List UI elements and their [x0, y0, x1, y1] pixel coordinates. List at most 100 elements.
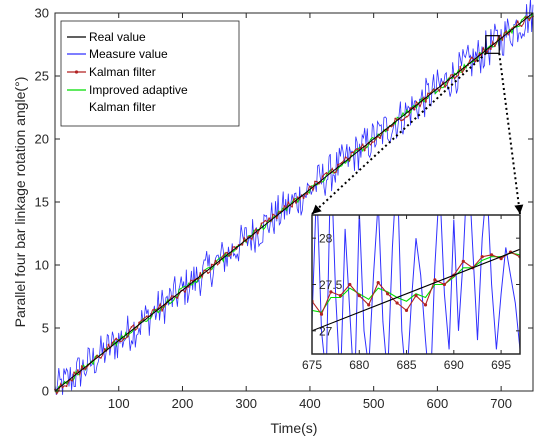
legend-label: Measure value [89, 47, 168, 61]
kalman-point [230, 253, 232, 256]
kalman-point [122, 337, 125, 340]
main-y-ticks: 0 5 10 15 20 25 30 [35, 6, 533, 399]
kalman-point [73, 371, 75, 374]
kalman-point [325, 172, 328, 174]
legend-label: Real value [89, 30, 146, 44]
inset-kalman-point [490, 253, 494, 257]
kalman-point [134, 329, 137, 331]
y-tick-label: 5 [42, 321, 49, 336]
kalman-point [119, 340, 121, 343]
inset-plot: 675 680 685 690 695 27 27.5 28 [302, 214, 521, 372]
inset-x-tick-label: 680 [349, 358, 369, 372]
kalman-point [207, 272, 209, 274]
x-tick-label: 500 [363, 396, 385, 411]
inset-kalman-point [357, 294, 361, 298]
kalman-point [218, 262, 221, 264]
kalman-point [432, 88, 435, 91]
kalman-point [222, 254, 225, 257]
kalman-point [77, 369, 79, 372]
legend-label: Kalman filter [89, 65, 156, 79]
kalman-point [356, 147, 358, 150]
inset-kalman-point [414, 294, 418, 298]
kalman-point [348, 159, 351, 162]
kalman-point [199, 272, 202, 274]
kalman-point [486, 51, 488, 53]
kalman-point [444, 86, 446, 88]
kalman-point [275, 217, 278, 220]
kalman-point [402, 119, 404, 121]
legend-box [60, 20, 240, 127]
kalman-point [65, 385, 68, 388]
kalman-point [371, 141, 374, 143]
y-tick-label: 30 [35, 6, 49, 21]
y-axis-label: Parallel four bar linkage rotation angle… [12, 77, 28, 328]
inset-kalman-point [480, 255, 484, 259]
kalman-point [321, 175, 324, 178]
kalman-point [184, 291, 186, 293]
x-tick-label: 100 [108, 396, 130, 411]
kalman-point [306, 193, 309, 195]
kalman-point [268, 217, 270, 220]
inset-y-tick-label: 27 [319, 324, 333, 338]
inset-kalman-point [386, 292, 390, 296]
inset-x-tick-label: 685 [397, 358, 417, 372]
legend-label: Improved adaptive [89, 83, 188, 97]
inset-y-tick-label: 27.5 [319, 278, 343, 292]
inset-kalman-point [319, 312, 324, 316]
inset-kalman-point [338, 294, 342, 298]
kalman-point [283, 205, 286, 207]
kalman-point [390, 125, 393, 128]
kalman-point [145, 315, 148, 318]
kalman-point [245, 240, 248, 243]
kalman-point [459, 65, 462, 68]
kalman-point [451, 74, 454, 76]
kalman-point [126, 335, 129, 338]
inset-y-tick-label: 28 [319, 232, 333, 246]
kalman-point [470, 56, 473, 59]
kalman-point [100, 357, 102, 359]
inset-kalman-point [348, 282, 352, 287]
kalman-point [214, 259, 217, 262]
main-series-group [54, 0, 534, 395]
kalman-point [405, 115, 408, 118]
kalman-point [287, 201, 290, 204]
inset-kalman-point [376, 281, 380, 285]
y-tick-label: 0 [42, 384, 49, 399]
kalman-point [233, 246, 236, 248]
kalman-point [241, 243, 244, 246]
kalman-point [295, 201, 297, 204]
y-tick-label: 15 [35, 195, 49, 210]
x-tick-label: 700 [490, 396, 512, 411]
kalman-point [478, 52, 481, 55]
kalman-point [455, 75, 458, 78]
kalman-point [482, 47, 485, 49]
x-tick-label: 600 [427, 396, 449, 411]
y-tick-label: 10 [35, 258, 49, 273]
x-tick-label: 200 [172, 396, 194, 411]
legend: Real value Measure value Kalman filter Impr… [60, 20, 240, 127]
kalman-point [153, 308, 156, 311]
inset-kalman-point [404, 308, 409, 312]
kalman-point [256, 232, 259, 235]
kalman-point [84, 367, 87, 370]
inset-series-group [312, 215, 520, 354]
kalman-point [203, 269, 206, 272]
inset-x-tick-label: 675 [302, 358, 322, 372]
kalman-point [142, 318, 144, 321]
kalman-point [226, 251, 229, 254]
kalman-point [103, 348, 106, 350]
kalman-point [61, 386, 64, 389]
y-tick-label: 25 [35, 69, 49, 84]
kalman-point [501, 39, 504, 41]
kalman-point [260, 222, 263, 225]
kalman-point [264, 219, 267, 222]
zoom-arrow-right [498, 53, 521, 215]
kalman-point [298, 198, 301, 201]
kalman-point [520, 25, 523, 27]
kalman-point [425, 100, 427, 103]
kalman-point [310, 185, 313, 188]
main-x-ticks: 100 200 300 400 500 600 700 [108, 13, 512, 411]
kalman-point [107, 343, 110, 346]
x-tick-label: 300 [235, 396, 257, 411]
kalman-point [363, 149, 366, 152]
